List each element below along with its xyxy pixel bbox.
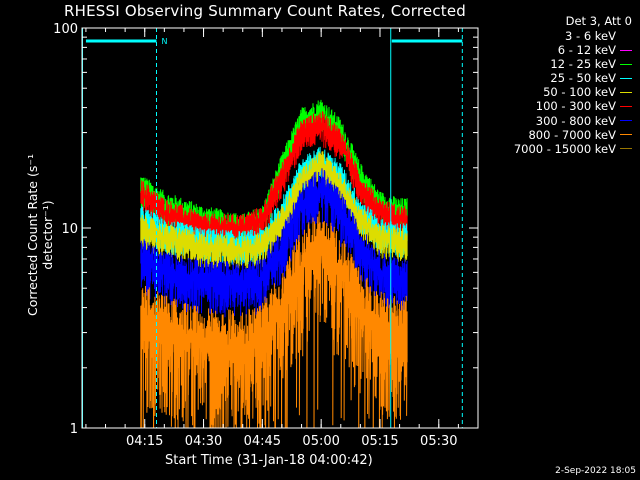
- x-tick-label: 05:15: [361, 434, 398, 449]
- legend-header: Det 3, Att 0: [565, 14, 632, 28]
- legend-entry-label: 6 - 12 keV: [557, 43, 616, 58]
- x-tick-label: 04:15: [126, 434, 163, 449]
- legend-swatch: [620, 77, 632, 79]
- timestamp-stamp: 2-Sep-2022 18:05: [555, 466, 636, 476]
- series-line: [140, 211, 408, 428]
- series-line: [140, 168, 408, 318]
- chart-title: RHESSI Observing Summary Count Rates, Co…: [64, 2, 467, 20]
- legend-swatch: [620, 91, 632, 93]
- x-tick-label: 04:30: [185, 434, 222, 449]
- legend-entry: 100 - 300 keV: [482, 99, 632, 113]
- axes-layer: 04:15 04:30 04:45 05:00 05:15 05:30 1 10 100: [53, 22, 479, 449]
- legend-entry-label: 12 - 25 keV: [550, 57, 616, 72]
- series-line: [140, 151, 408, 270]
- legend-entry-label: 50 - 100 keV: [543, 85, 616, 100]
- series-line: [140, 111, 408, 248]
- legend-swatch: [620, 35, 632, 37]
- legend-swatch: [620, 63, 632, 65]
- legend-entry: 7000 - 15000 keV: [482, 142, 632, 156]
- y-tick-label: 100: [53, 22, 78, 37]
- legend-entry-label: 300 - 800 keV: [535, 113, 616, 128]
- x-tick-label: 05:30: [420, 434, 457, 449]
- legend-entry-label: 25 - 50 keV: [550, 71, 616, 86]
- legend-entry: 12 - 25 keV: [482, 57, 632, 71]
- legend-entry: 6 - 12 keV: [482, 43, 632, 57]
- y-axis-label-text: Corrected Count Rate (s⁻¹ detector⁻¹): [25, 154, 55, 316]
- x-tick-label: 04:45: [244, 434, 281, 449]
- legend-entry-label: 7000 - 15000 keV: [513, 141, 616, 156]
- legend-entry: 3 - 6 keV: [482, 29, 632, 43]
- y-tick-label: 1: [70, 422, 78, 437]
- legend-entry-label: 100 - 300 keV: [535, 99, 616, 114]
- legend-entry: 300 - 800 keV: [482, 114, 632, 128]
- legend-entry-label: 800 - 7000 keV: [528, 127, 616, 142]
- legend-entry: 25 - 50 keV: [482, 71, 632, 85]
- y-axis-label: Corrected Count Rate (s⁻¹ detector⁻¹): [25, 125, 55, 345]
- legend-swatch: [620, 148, 632, 150]
- legend-entry-label: 3 - 6 keV: [565, 29, 616, 43]
- legend-entry: 800 - 7000 keV: [482, 128, 632, 142]
- legend-swatch: [620, 106, 632, 108]
- series-layer: [140, 99, 408, 428]
- night-label: N: [161, 37, 167, 46]
- legend: Det 3, Att 0 3 - 6 keV 6 - 12 keV 12 - 25 …: [482, 14, 632, 156]
- x-axis-label: Start Time (31-Jan-18 04:00:42): [165, 453, 373, 468]
- y-tick-label: 10: [61, 222, 78, 237]
- x-tick-label: 05:00: [302, 434, 339, 449]
- legend-swatch: [620, 134, 632, 136]
- legend-entries: 3 - 6 keV 6 - 12 keV 12 - 25 keV 25 - 50 ke…: [482, 29, 632, 156]
- legend-entry: 50 - 100 keV: [482, 85, 632, 99]
- legend-swatch: [620, 49, 632, 51]
- legend-swatch: [620, 120, 632, 122]
